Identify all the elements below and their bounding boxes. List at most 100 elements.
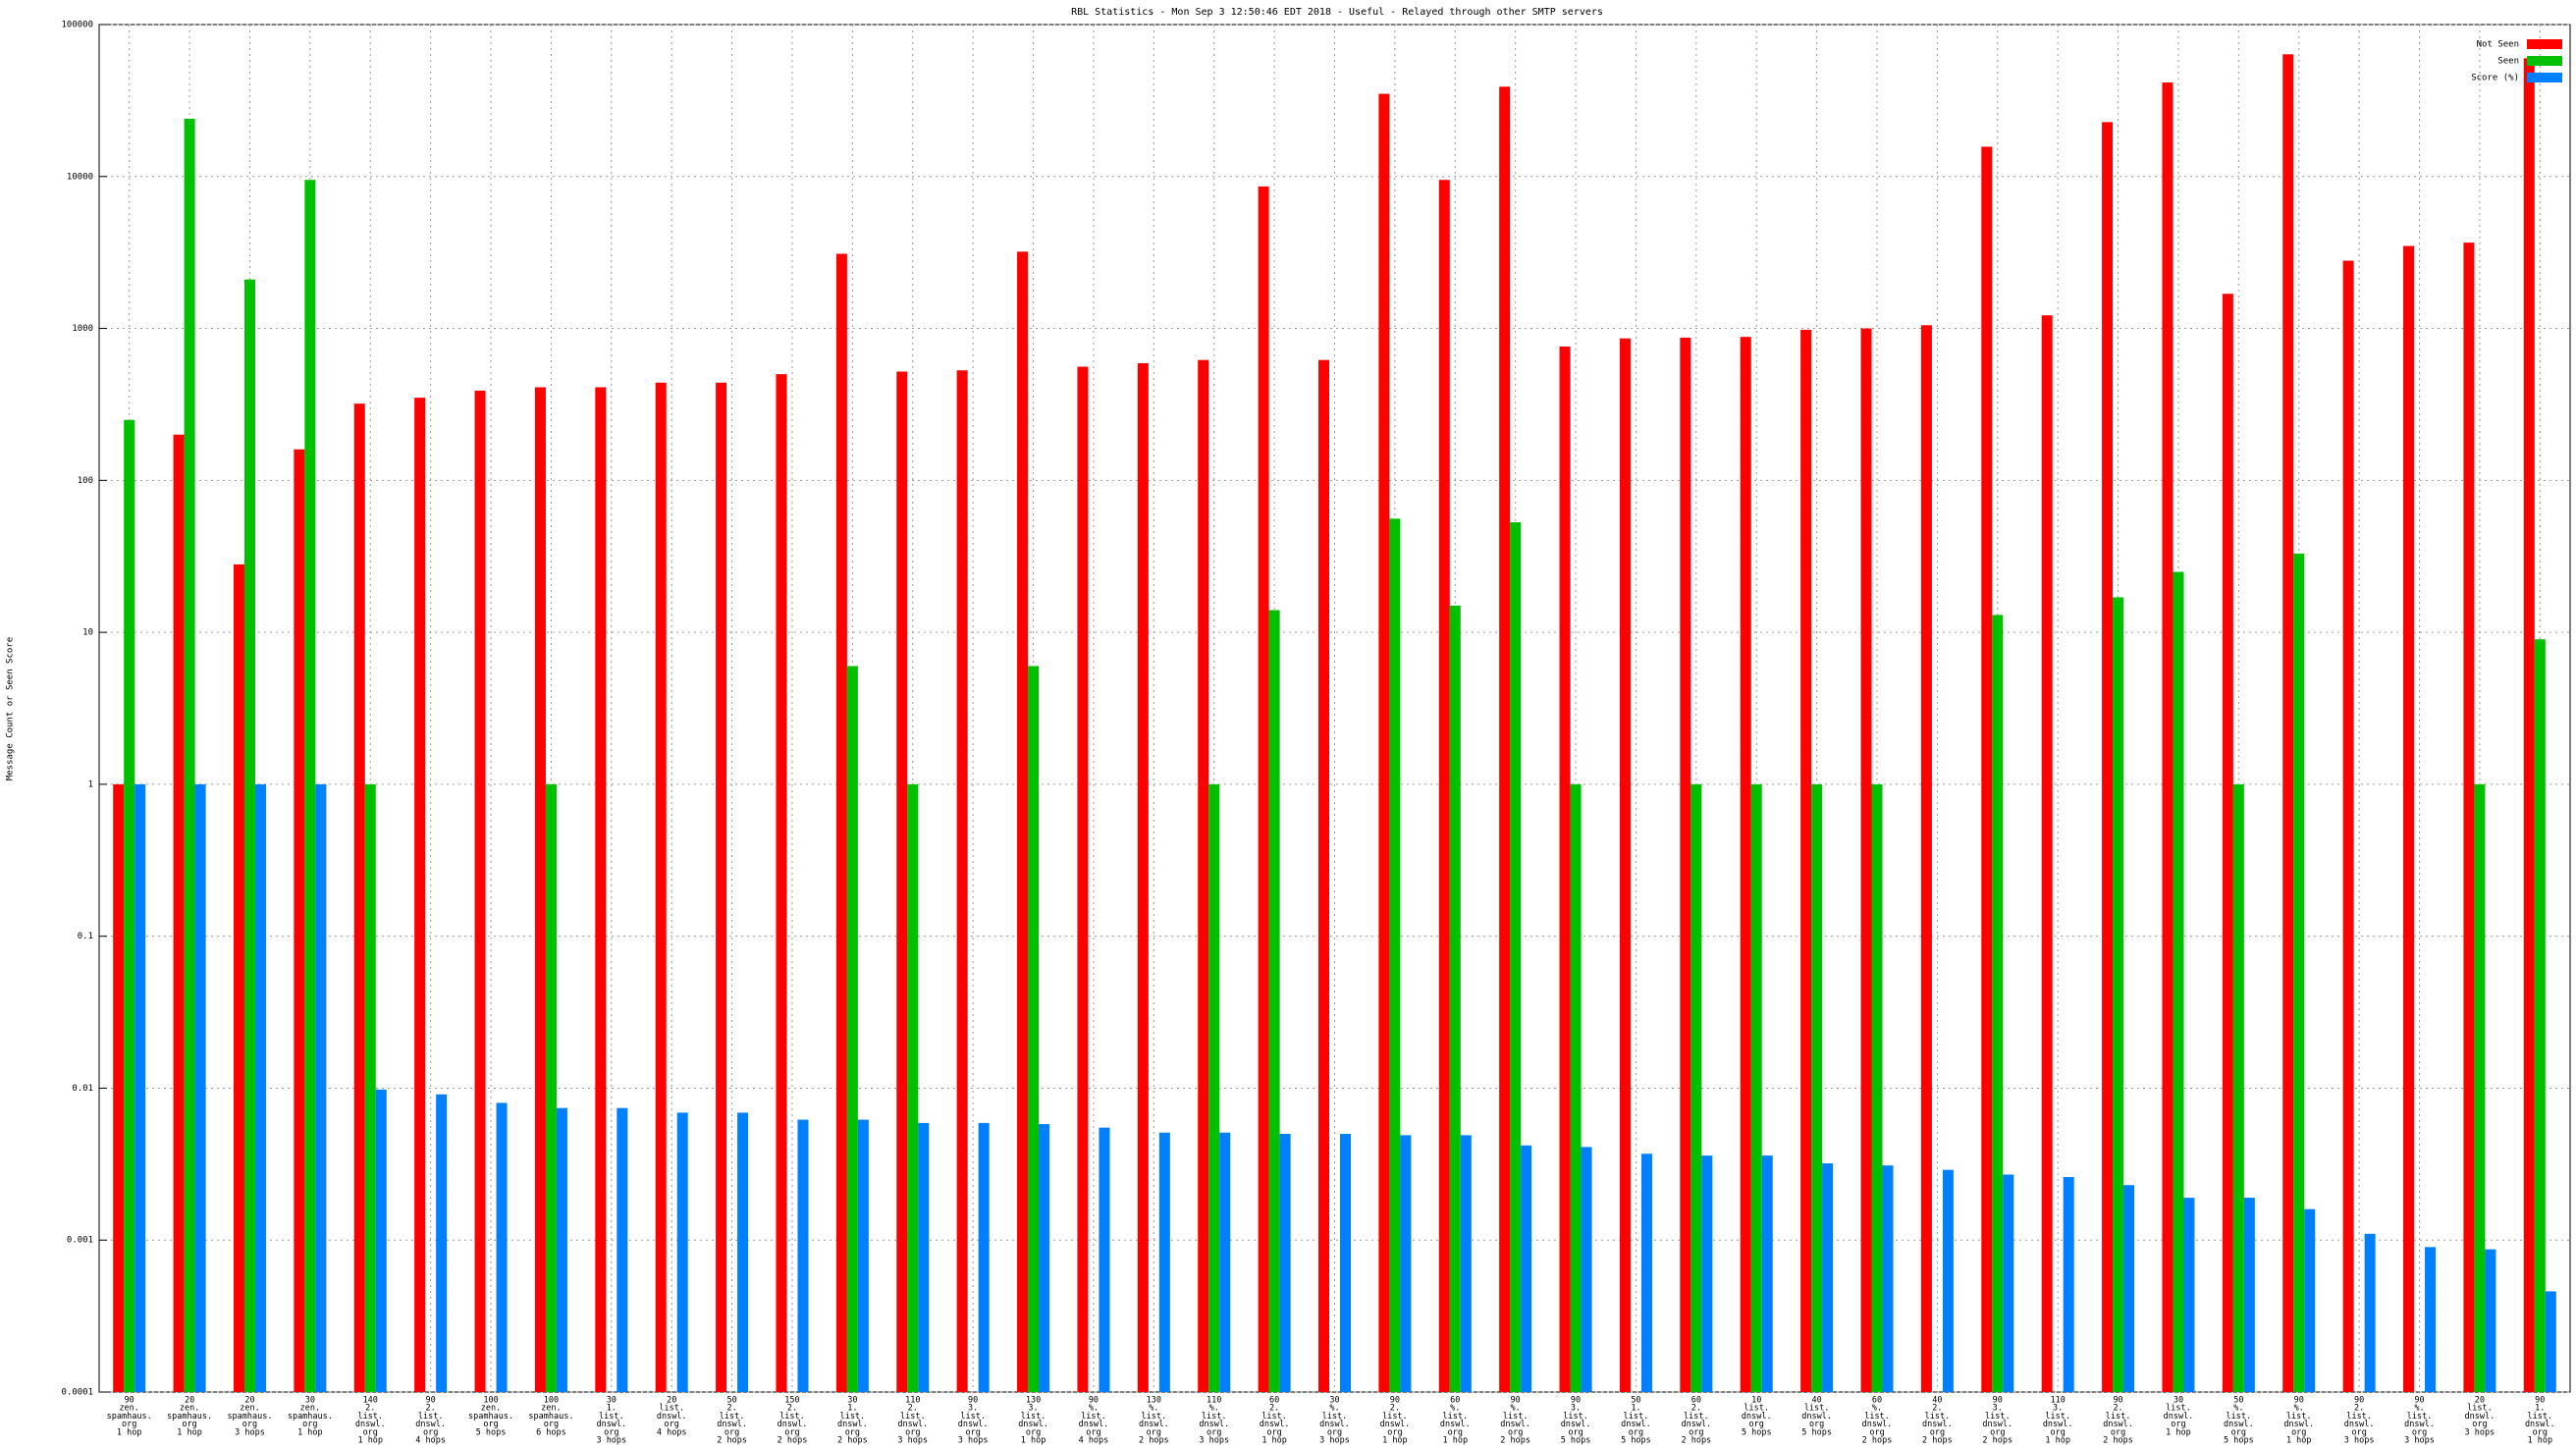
bar <box>2123 1185 2135 1392</box>
x-tick-label: org <box>2472 1420 2487 1429</box>
bar <box>1449 605 1461 1392</box>
bar <box>353 403 365 1392</box>
x-tick-label: org <box>2351 1427 2366 1437</box>
x-tick-label: org <box>363 1427 378 1437</box>
x-tick-label: 2 hops <box>1862 1436 1893 1446</box>
x-tick-label: 3. <box>1571 1404 1581 1414</box>
x-tick-label: 3. <box>968 1404 978 1414</box>
bar <box>1750 783 1762 1392</box>
x-tick-label: 90 <box>1089 1396 1099 1406</box>
legend-label: Not Seen <box>2477 40 2519 50</box>
y-tick-label: 10 <box>82 628 93 638</box>
x-tick-label: 2 hops <box>778 1436 808 1446</box>
x-tick-label: org <box>122 1420 136 1429</box>
bar <box>496 1102 508 1392</box>
x-tick-label: 140 <box>363 1396 378 1406</box>
x-tick-label: list. <box>1744 1404 1769 1414</box>
bar <box>2003 1174 2014 1392</box>
bar <box>2474 783 2486 1392</box>
x-tick-label: spamhaus. <box>468 1412 513 1422</box>
x-tick-label: 100 <box>483 1396 498 1406</box>
x-tick-label: 50 <box>726 1396 736 1406</box>
x-tick-label: list. <box>2286 1412 2312 1422</box>
x-tick-label: org <box>724 1427 739 1437</box>
x-tick-label: zen. <box>541 1404 561 1414</box>
x-tick-label: dnswl. <box>1561 1420 1591 1429</box>
x-tick-label: org <box>2051 1427 2066 1437</box>
x-tick-label: 1 hop <box>117 1427 142 1437</box>
x-tick-label: dnswl. <box>778 1420 808 1429</box>
x-tick-label: 130 <box>1147 1396 1161 1406</box>
x-tick-label: list. <box>2045 1412 2070 1422</box>
bar <box>1268 610 1280 1392</box>
bar <box>835 253 847 1393</box>
x-tick-label: 90 <box>1993 1396 2003 1406</box>
bar <box>1460 1135 1472 1392</box>
x-tick-label: dnswl. <box>897 1420 928 1429</box>
x-tick-label: dnswl. <box>1260 1420 1290 1429</box>
x-tick-label: org <box>965 1427 980 1437</box>
x-tick-label: org <box>1809 1420 1824 1429</box>
x-tick-label: 90 <box>2414 1396 2424 1406</box>
x-tick-label: 3 hops <box>596 1436 626 1446</box>
bar <box>918 1122 930 1392</box>
x-tick-label: list. <box>1864 1412 1890 1422</box>
x-tick-label: list. <box>1442 1412 1468 1422</box>
legend-swatch <box>2527 73 2562 82</box>
x-tick-label: org <box>242 1420 257 1429</box>
x-tick-label: list. <box>1563 1412 1588 1422</box>
x-tick-label: 4 hops <box>415 1436 446 1446</box>
bar <box>534 387 546 1392</box>
bar <box>776 374 787 1392</box>
x-tick-label: org <box>1207 1427 1221 1437</box>
x-tick-label: list. <box>1382 1412 1408 1422</box>
x-tick-label: 2. <box>2113 1404 2122 1414</box>
bar <box>1680 337 1691 1392</box>
x-tick-label: org <box>1266 1427 1281 1437</box>
bar <box>2102 122 2114 1392</box>
x-tick-label: %. <box>1872 1404 1882 1414</box>
bar <box>1690 783 1702 1392</box>
x-tick-label: 2 hops <box>1922 1436 1953 1446</box>
x-tick-label: 20 <box>185 1396 194 1406</box>
x-tick-label: 20 <box>2475 1396 2485 1406</box>
x-tick-label: list. <box>2166 1404 2191 1414</box>
bar <box>1208 783 1220 1392</box>
x-tick-label: dnswl. <box>2283 1420 2314 1429</box>
bar <box>655 382 667 1392</box>
bar <box>194 783 206 1392</box>
x-tick-label: 90 <box>125 1396 134 1406</box>
x-tick-label: dnswl. <box>1139 1420 1169 1429</box>
x-tick-label: spamhaus. <box>528 1412 573 1422</box>
x-tick-label: 2 hops <box>1500 1436 1530 1446</box>
x-tick-label: list. <box>1985 1412 2011 1422</box>
x-tick-label: dnswl. <box>2103 1420 2133 1429</box>
bar <box>907 783 919 1392</box>
x-tick-label: 1 hop <box>297 1427 323 1437</box>
x-tick-label: 2. <box>1390 1404 1400 1414</box>
x-tick-label: 60 <box>1450 1396 1460 1406</box>
bar <box>797 1119 809 1392</box>
x-tick-label: spamhaus. <box>167 1412 212 1422</box>
bar <box>414 398 426 1393</box>
legend-label: Score (%) <box>2471 74 2519 83</box>
bar <box>436 1094 448 1392</box>
x-tick-label: 3 hops <box>235 1427 265 1437</box>
x-tick-label: 90 <box>1390 1396 1400 1406</box>
bar <box>1077 366 1089 1392</box>
x-tick-label: 110 <box>905 1396 920 1406</box>
x-tick-label: list. <box>1804 1404 1830 1414</box>
x-tick-label: 2 hops <box>717 1436 747 1446</box>
x-tick-label: list. <box>2106 1412 2131 1422</box>
x-tick-label: 2 hops <box>1139 1436 1169 1446</box>
y-tick-label: 0.1 <box>78 932 93 941</box>
y-tick-label: 10000 <box>67 172 93 182</box>
x-tick-label: dnswl. <box>1018 1420 1048 1429</box>
x-tick-label: org <box>1930 1427 1945 1437</box>
y-tick-label: 0.0001 <box>61 1388 93 1398</box>
x-tick-label: %. <box>1089 1404 1099 1414</box>
bar <box>857 1119 869 1392</box>
bar <box>243 279 255 1393</box>
bar <box>1882 1165 1894 1392</box>
